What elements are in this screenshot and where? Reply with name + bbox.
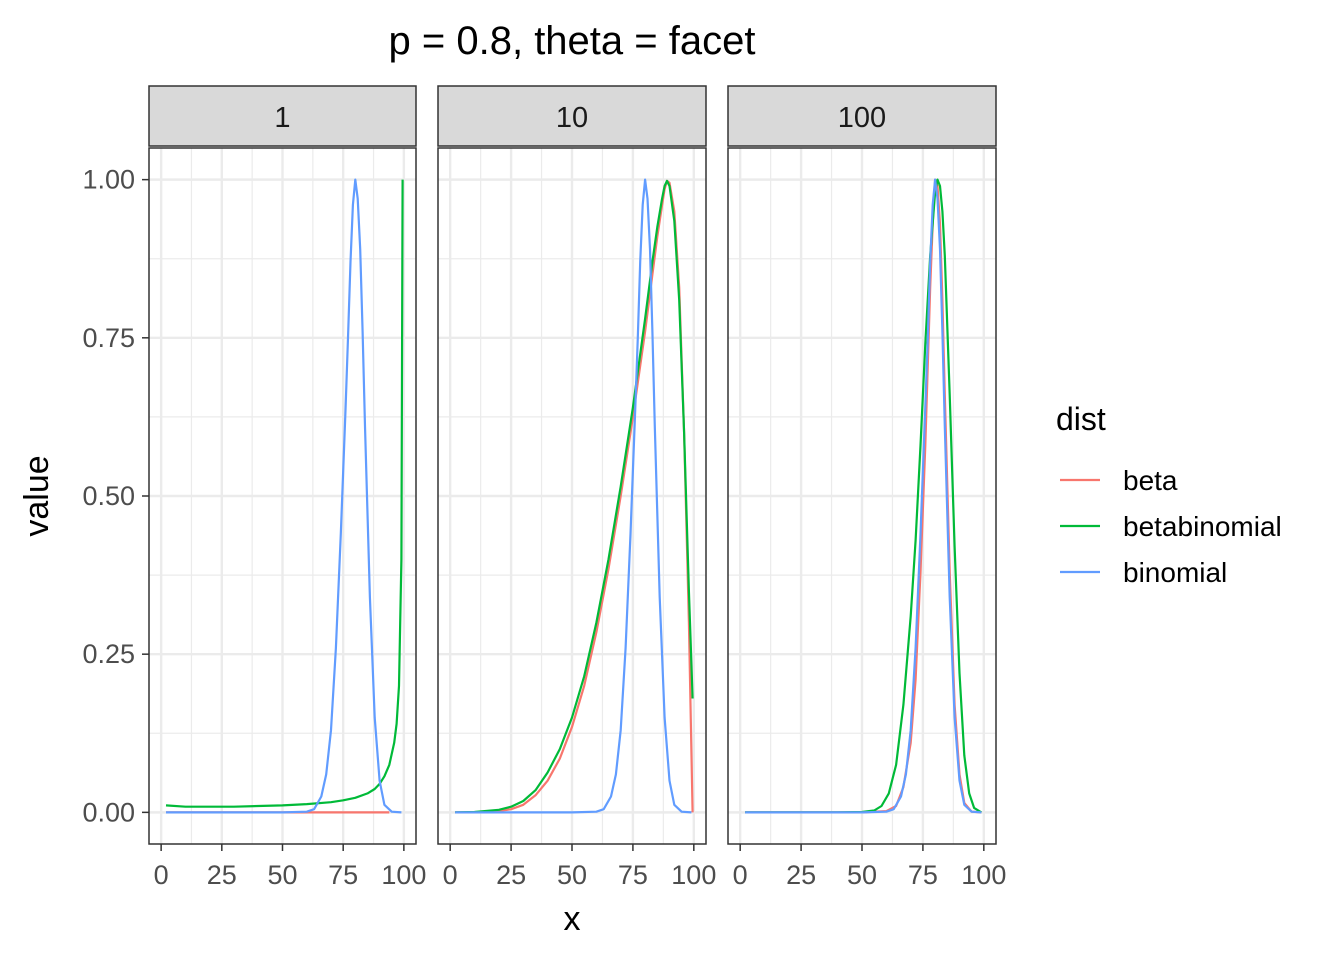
x-axis-label: x <box>564 900 581 938</box>
y-tick-label: 0.00 <box>82 797 135 827</box>
x-tick-label: 0 <box>154 860 169 890</box>
facet-strip <box>727 85 997 147</box>
chart-title: p = 0.8, theta = facet <box>389 19 756 63</box>
x-tick-label: 25 <box>207 860 237 890</box>
x-tick-label: 50 <box>847 860 877 890</box>
x-tick-label: 25 <box>496 860 526 890</box>
facet-strip-label: 1 <box>274 102 290 134</box>
x-tick-label: 50 <box>557 860 587 890</box>
x-tick-label: 75 <box>618 860 648 890</box>
x-tick-label: 25 <box>786 860 816 890</box>
facet-strip <box>437 85 707 147</box>
facet-panel-10: 100 25 50 75 100 <box>437 85 716 890</box>
x-tick-label: 50 <box>267 860 297 890</box>
series-line-beta <box>455 179 694 814</box>
y-tick-label: 1.00 <box>82 165 135 195</box>
legend-label-beta: beta <box>1123 465 1178 496</box>
x-tick-label: 100 <box>381 860 426 890</box>
x-tick-label: 75 <box>328 860 358 890</box>
legend: dist beta betabinomial binomial <box>1056 401 1282 588</box>
y-axis-label: value <box>18 455 56 536</box>
y-tick-label: 0.25 <box>82 639 135 669</box>
series-line-betabinomial <box>455 179 694 814</box>
y-tick-label: 0.50 <box>82 481 135 511</box>
series-line-binomial <box>166 178 402 814</box>
x-tick-label: 75 <box>908 860 938 890</box>
facet-strip-label: 10 <box>556 102 588 134</box>
facet-strip <box>148 85 417 147</box>
facet-strip-label: 100 <box>838 102 886 134</box>
y-tick-label: 0.75 <box>82 323 135 353</box>
legend-label-binomial: binomial <box>1123 557 1227 588</box>
x-tick-label: 0 <box>733 860 748 890</box>
facet-panel-1: 1 0 25 50 75 100 0.00 0.25 0.50 0.75 1.00 <box>82 85 426 890</box>
x-tick-label: 100 <box>671 860 716 890</box>
series-line-binomial <box>455 178 692 814</box>
series-line-binomial <box>745 178 982 814</box>
series-line-betabinomial <box>165 179 404 808</box>
x-tick-label: 0 <box>443 860 458 890</box>
legend-title: dist <box>1056 401 1106 437</box>
facet-panel-100: 100 0 25 50 75 100 <box>727 85 1006 890</box>
x-tick-label: 100 <box>961 860 1006 890</box>
legend-label-betabinomial: betabinomial <box>1123 511 1282 542</box>
